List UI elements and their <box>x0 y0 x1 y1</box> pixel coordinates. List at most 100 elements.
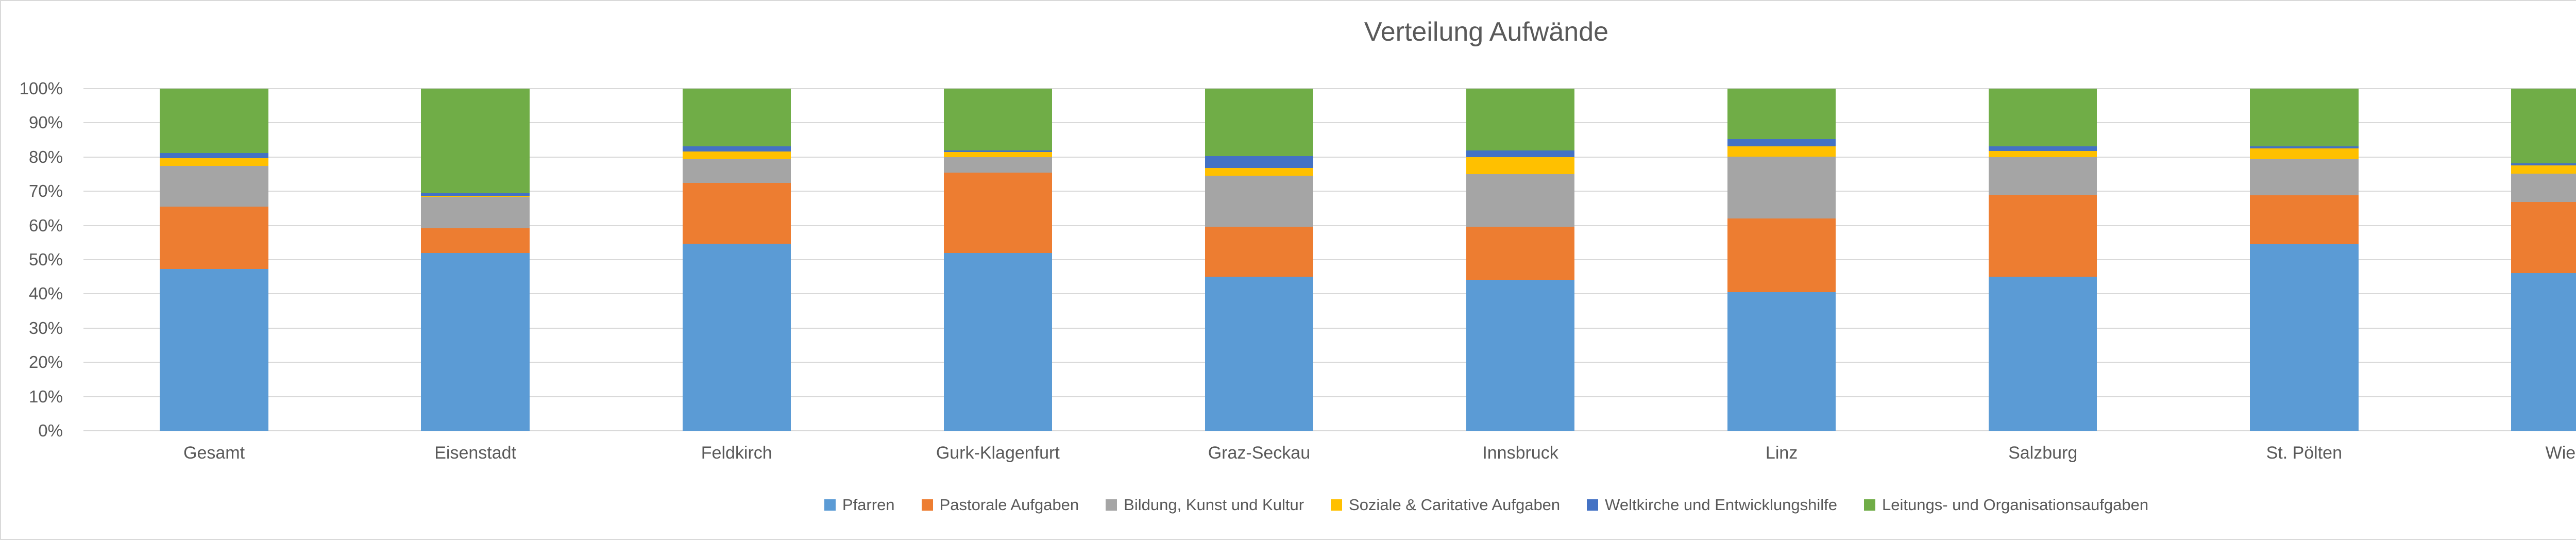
bar-Gurk-Klagenfurt <box>943 89 1053 431</box>
legend: Pfarren Pastorale Aufgaben Bildung, Kunst … <box>1 496 2576 514</box>
bar-segment[interactable] <box>1205 176 1314 227</box>
legend-item[interactable]: Pastorale Aufgaben <box>921 496 1079 514</box>
gridline <box>83 430 2576 431</box>
bar-segment[interactable] <box>2511 273 2576 431</box>
bar-segment[interactable] <box>2511 163 2576 166</box>
bar-segment[interactable] <box>2511 89 2576 163</box>
bar-segment[interactable] <box>421 195 530 197</box>
legend-item[interactable]: Weltkirche und Entwicklungshilfe <box>1587 496 1837 514</box>
bar-segment[interactable] <box>1988 277 2097 431</box>
gridline <box>83 362 2576 363</box>
bar-segment[interactable] <box>1727 218 1836 293</box>
bar-segment[interactable] <box>943 172 1053 254</box>
bar-segment[interactable] <box>1205 226 1314 277</box>
legend-swatch-icon <box>1864 499 1876 511</box>
bar-segment[interactable] <box>160 158 268 166</box>
bar-segment[interactable] <box>2250 244 2359 431</box>
legend-label: Weltkirche und Entwicklungshilfe <box>1605 496 1838 514</box>
y-tick-label: 20% <box>28 352 63 372</box>
bar-segment[interactable] <box>943 150 1053 152</box>
bar-Eisenstadt <box>421 89 530 431</box>
bars-row <box>83 89 2576 431</box>
y-tick-label: 40% <box>28 284 63 303</box>
legend-swatch-icon <box>1587 499 1599 511</box>
bar-segment[interactable] <box>682 183 791 244</box>
bar-segment[interactable] <box>1988 194 2097 277</box>
category-label: Gesamt <box>183 443 245 463</box>
bar-segment[interactable] <box>2250 146 2359 149</box>
bar-segment[interactable] <box>2250 159 2359 196</box>
bar-segment[interactable] <box>682 244 791 431</box>
legend-item[interactable]: Pfarren <box>824 496 895 514</box>
bar-segment[interactable] <box>943 89 1053 150</box>
bar-segment[interactable] <box>2250 89 2359 146</box>
bar-slot <box>1389 89 1651 431</box>
bar-slot <box>867 89 1128 431</box>
legend-swatch-icon <box>1106 499 1117 511</box>
legend-label: Leitungs- und Organisationsaufgaben <box>1882 496 2149 514</box>
bar-segment[interactable] <box>160 166 268 207</box>
category-label: Graz-Seckau <box>1208 443 1311 463</box>
y-axis: 100% 90% 80% 70% 60% 50% 40% 30% 20% 10% 0% <box>1 79 78 440</box>
bar-segment[interactable] <box>1988 150 2097 157</box>
bar-segment[interactable] <box>1988 89 2097 146</box>
bar-segment[interactable] <box>421 228 530 253</box>
bar-segment[interactable] <box>1466 226 1575 280</box>
gridline <box>83 156 2576 158</box>
x-axis: Gesamt Eisenstadt Feldkirch Gurk-Klagenfurt… <box>83 443 2576 463</box>
bar-slot <box>83 89 345 431</box>
category-label: Wien <box>2545 443 2576 463</box>
bar-segment[interactable] <box>682 159 791 183</box>
bar-Linz <box>1727 89 1836 431</box>
bar-segment[interactable] <box>682 151 791 159</box>
bar-segment[interactable] <box>1988 146 2097 151</box>
bar-segment[interactable] <box>1727 89 1836 140</box>
bar-segment[interactable] <box>1205 89 1314 156</box>
bar-segment[interactable] <box>160 153 268 158</box>
bar-segment[interactable] <box>2250 148 2359 159</box>
legend-swatch-icon <box>921 499 933 511</box>
category-label: Linz <box>1765 443 1798 463</box>
bar-segment[interactable] <box>1727 146 1836 157</box>
bar-slot <box>2435 89 2576 431</box>
bar-segment[interactable] <box>1205 156 1314 168</box>
legend-item[interactable]: Soziale & Caritative Aufgaben <box>1331 496 1560 514</box>
bar-segment[interactable] <box>2511 201 2576 273</box>
category-label: Gurk-Klagenfurt <box>936 443 1060 463</box>
bar-segment[interactable] <box>1988 157 2097 195</box>
bar-segment[interactable] <box>943 157 1053 173</box>
bar-segment[interactable] <box>421 252 530 431</box>
gridline <box>83 88 2576 89</box>
bar-segment[interactable] <box>421 193 530 196</box>
bar-segment[interactable] <box>160 207 268 269</box>
category-label: Salzburg <box>2008 443 2078 463</box>
bar-segment[interactable] <box>2511 165 2576 174</box>
y-tick-label: 60% <box>28 215 63 235</box>
bar-segment[interactable] <box>943 253 1053 431</box>
bar-segment[interactable] <box>682 89 791 146</box>
bar-segment[interactable] <box>943 151 1053 157</box>
bar-segment[interactable] <box>421 89 530 194</box>
bar-segment[interactable] <box>160 89 268 153</box>
bar-segment[interactable] <box>682 146 791 152</box>
bar-segment[interactable] <box>1466 157 1575 175</box>
bar-segment[interactable] <box>2250 195 2359 245</box>
bar-St. Pölten <box>2250 89 2359 431</box>
bar-segment[interactable] <box>2511 173 2576 202</box>
bar-segment[interactable] <box>1727 292 1836 431</box>
bar-segment[interactable] <box>1466 89 1575 150</box>
legend-item[interactable]: Bildung, Kunst und Kultur <box>1106 496 1304 514</box>
bar-segment[interactable] <box>1205 168 1314 176</box>
bar-segment[interactable] <box>160 268 268 431</box>
legend-item[interactable]: Leitungs- und Organisationsaufgaben <box>1864 496 2148 514</box>
bar-segment[interactable] <box>1205 277 1314 431</box>
bar-segment[interactable] <box>421 196 530 228</box>
bar-segment[interactable] <box>1466 174 1575 227</box>
bar-slot <box>2174 89 2435 431</box>
bar-slot <box>1912 89 2174 431</box>
bar-segment[interactable] <box>1727 156 1836 219</box>
bar-segment[interactable] <box>1727 139 1836 146</box>
bar-segment[interactable] <box>1466 150 1575 157</box>
bar-segment[interactable] <box>1466 279 1575 431</box>
